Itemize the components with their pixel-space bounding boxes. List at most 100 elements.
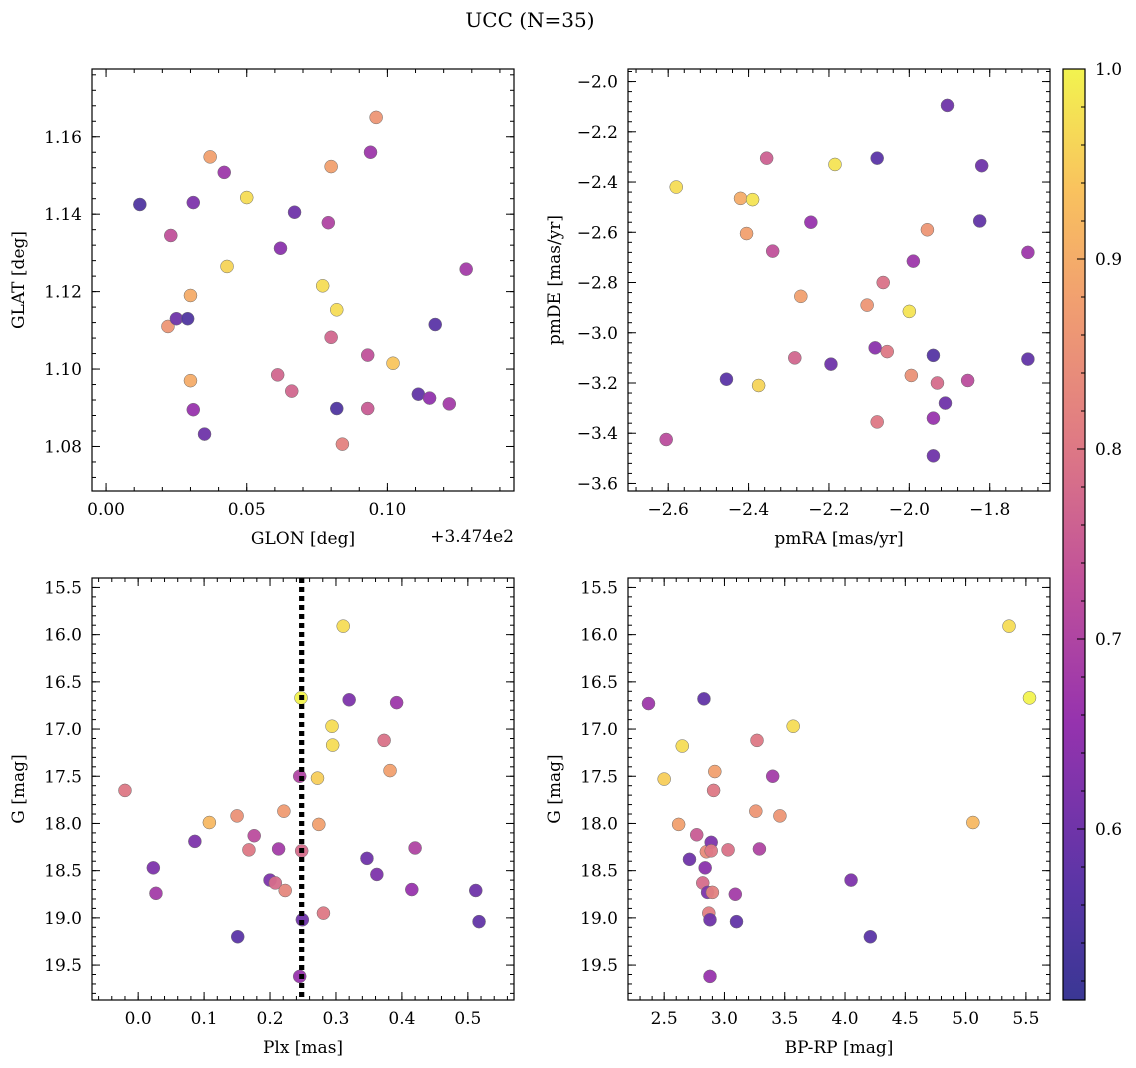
- scatter-point: [926, 348, 941, 363]
- scatter-point: [860, 298, 874, 312]
- scatter-point: [940, 98, 955, 113]
- scatter-point: [202, 815, 217, 830]
- scatter-point: [1002, 619, 1016, 633]
- scatter-point: [972, 214, 987, 228]
- scatter-point: [641, 696, 656, 711]
- figure-title: UCC (N=35): [465, 8, 594, 32]
- x-tick-label: −2.0: [889, 500, 930, 520]
- scatter-point: [920, 223, 935, 237]
- scatter-point: [703, 913, 717, 927]
- scatter-point: [863, 929, 878, 944]
- scatter-point: [278, 883, 292, 898]
- scatter-point: [316, 906, 331, 920]
- y-tick-label: 19.5: [44, 956, 82, 976]
- y-tick-label: 18.0: [44, 814, 82, 834]
- scatter-point: [363, 145, 378, 159]
- x-axis-label: pmRA [mas/yr]: [774, 529, 903, 549]
- y-tick-label: −3.6: [577, 474, 618, 494]
- y-tick-label: 19.5: [580, 956, 618, 976]
- scatter-point: [719, 372, 734, 386]
- scatter-point: [342, 693, 356, 707]
- scatter-point: [330, 401, 344, 416]
- scatter-point: [220, 259, 234, 274]
- y-tick-label: 17.0: [580, 720, 618, 740]
- scatter-point: [428, 317, 442, 332]
- x-offset-label: +3.474e2: [430, 527, 514, 547]
- x-tick-label: 0.3: [322, 1009, 349, 1029]
- scatter-point: [161, 319, 175, 334]
- x-tick-label: 0.10: [368, 500, 406, 520]
- points: [659, 98, 1035, 463]
- scatter-point: [765, 244, 780, 258]
- scatter-point: [383, 763, 397, 778]
- y-tick-label: −3.2: [577, 374, 618, 394]
- scatter-point: [270, 368, 285, 382]
- scatter-point: [794, 289, 808, 304]
- scatter-point: [728, 887, 743, 902]
- scatter-point: [230, 809, 244, 823]
- scatter-point: [697, 692, 711, 706]
- y-tick-label: 15.5: [580, 578, 618, 598]
- y-tick-label: 17.5: [580, 767, 618, 787]
- scatter-point: [217, 165, 231, 180]
- scatter-point: [750, 733, 764, 748]
- scatter-point: [880, 344, 894, 359]
- scatter-point: [277, 804, 291, 818]
- scatter-point: [133, 197, 147, 212]
- panel-top-left: 0.00 0.05 0.10 1.08 1.10 1.12 1.14 1.16 GLON [de…: [9, 68, 515, 549]
- scatter-point: [739, 226, 754, 241]
- scatter-point: [906, 254, 921, 268]
- scatter-point: [904, 368, 919, 383]
- y-tick-label: 16.0: [44, 626, 82, 646]
- scatter-point: [698, 861, 712, 875]
- scatter-point: [1021, 245, 1035, 260]
- panel-top-right: −2.6 −2.4 −2.2 −2.0 −1.8 −3.6 −3.4 −3.2 −3.0 −2.8…: [545, 68, 1051, 549]
- scatter-point: [472, 914, 486, 929]
- scatter-point: [273, 241, 288, 256]
- scatter-point: [369, 110, 383, 125]
- scatter-point: [759, 151, 774, 165]
- y-tick-label: 16.5: [44, 673, 82, 693]
- scatter-point: [704, 844, 718, 858]
- scatter-point: [146, 861, 161, 875]
- y-tick-label: 16.0: [580, 626, 618, 646]
- scatter-point: [360, 348, 375, 362]
- panel-bottom-right: 2.5 3.0 3.5 4.0 4.5 5.0 5.5 15.5 16.0 16.5 17.0 17.…: [545, 577, 1051, 1058]
- scatter-point: [966, 815, 980, 830]
- scatter-point: [284, 384, 299, 398]
- scatter-point: [902, 304, 917, 319]
- x-axis-label: Plx [mas]: [263, 1038, 343, 1058]
- x-tick-label: 0.05: [228, 500, 266, 520]
- x-tick-label: 0.00: [87, 500, 125, 520]
- scatter-point: [321, 215, 336, 230]
- ticks: [92, 577, 514, 1000]
- scatter-point: [938, 396, 953, 410]
- x-tick-label: −1.8: [969, 500, 1010, 520]
- y-tick-label: 19.0: [580, 909, 618, 929]
- scatter-point: [183, 373, 198, 388]
- x-axis-label: GLON [deg]: [251, 529, 355, 549]
- scatter-point: [408, 841, 422, 855]
- x-tick-label: −2.6: [648, 500, 689, 520]
- scatter-point: [671, 817, 686, 832]
- scatter-point: [930, 376, 945, 390]
- x-tick-label: 4.5: [892, 1009, 919, 1029]
- scatter-point: [765, 769, 780, 784]
- y-tick-label: 1.14: [44, 205, 82, 225]
- scatter-point: [325, 719, 339, 733]
- scatter-point: [310, 771, 325, 785]
- scatter-point: [164, 228, 178, 243]
- scatter-point: [804, 215, 818, 229]
- colorbar-tick-label: 0.6: [1095, 820, 1122, 840]
- scatter-point: [657, 772, 671, 786]
- y-tick-label: 1.10: [44, 360, 82, 380]
- x-tick-label: 5.5: [1012, 1009, 1039, 1029]
- scatter-point: [268, 876, 283, 890]
- scatter-point: [876, 275, 890, 290]
- scatter-point: [659, 432, 673, 447]
- scatter-point: [386, 356, 400, 370]
- scatter-point: [242, 843, 256, 857]
- colorbar-gradient: [1063, 69, 1085, 1000]
- x-tick-label: 0.5: [454, 1009, 481, 1029]
- scatter-point: [377, 733, 391, 748]
